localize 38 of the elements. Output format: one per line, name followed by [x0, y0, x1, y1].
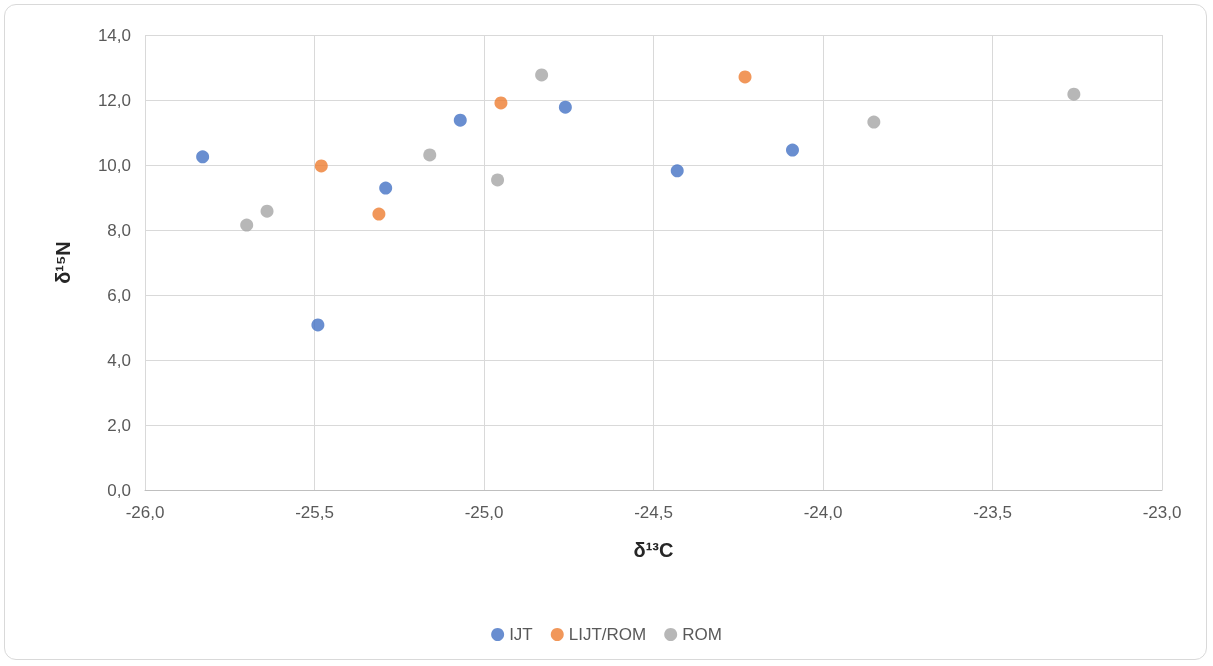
point — [786, 143, 799, 157]
point — [738, 70, 752, 84]
point — [260, 204, 274, 218]
point — [535, 68, 549, 82]
y-tick-label: 0,0 — [107, 480, 131, 500]
y-tick-label: 14,0 — [97, 25, 131, 45]
legend-label: LIJT/ROM — [568, 625, 647, 644]
point — [311, 318, 325, 332]
point — [670, 164, 684, 178]
x-tick-label: -23,0 — [1142, 503, 1182, 522]
x-tick-label: -25,5 — [295, 503, 334, 522]
x-axis-title: δ¹³C — [633, 539, 674, 561]
legend-label: IJT — [509, 625, 533, 644]
point — [867, 115, 881, 129]
x-tick-label: -26,0 — [125, 503, 165, 522]
y-tick-label: 10,0 — [97, 155, 131, 175]
point — [494, 96, 508, 110]
x-tick-label: -24,0 — [803, 503, 843, 522]
y-tick-label: 12,0 — [97, 90, 131, 110]
x-tick-label: -23,5 — [973, 503, 1012, 522]
point — [240, 218, 254, 232]
point — [423, 148, 437, 162]
x-tick-label: -25,0 — [464, 503, 504, 522]
point — [379, 181, 393, 195]
point — [196, 150, 210, 164]
y-tick-label: 4,0 — [107, 350, 131, 370]
point — [558, 100, 572, 114]
point — [453, 113, 467, 127]
point — [491, 173, 505, 187]
point — [314, 159, 328, 173]
point — [1067, 87, 1081, 101]
y-axis-title: δ¹⁵N — [52, 241, 74, 284]
y-tick-label: 8,0 — [107, 220, 131, 240]
y-tick-label: 2,0 — [107, 415, 131, 435]
y-tick-label: 6,0 — [107, 285, 131, 305]
legend-label: ROM — [682, 625, 722, 644]
x-tick-label: -24,5 — [634, 503, 673, 522]
point — [372, 207, 386, 221]
